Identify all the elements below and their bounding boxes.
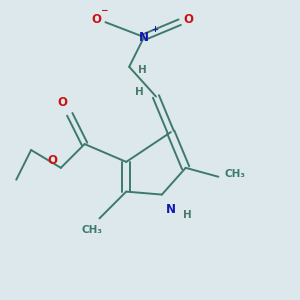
Text: O: O: [47, 154, 57, 167]
Text: O: O: [57, 96, 67, 109]
Text: O: O: [92, 13, 101, 26]
Text: CH₃: CH₃: [82, 225, 103, 235]
Text: N: N: [139, 31, 149, 44]
Text: H: H: [138, 65, 147, 75]
Text: −: −: [100, 6, 108, 15]
Text: +: +: [151, 25, 158, 34]
Text: H: H: [183, 210, 191, 220]
Text: H: H: [135, 87, 144, 97]
Text: O: O: [184, 13, 194, 26]
Text: N: N: [166, 203, 176, 216]
Text: CH₃: CH₃: [224, 169, 245, 179]
